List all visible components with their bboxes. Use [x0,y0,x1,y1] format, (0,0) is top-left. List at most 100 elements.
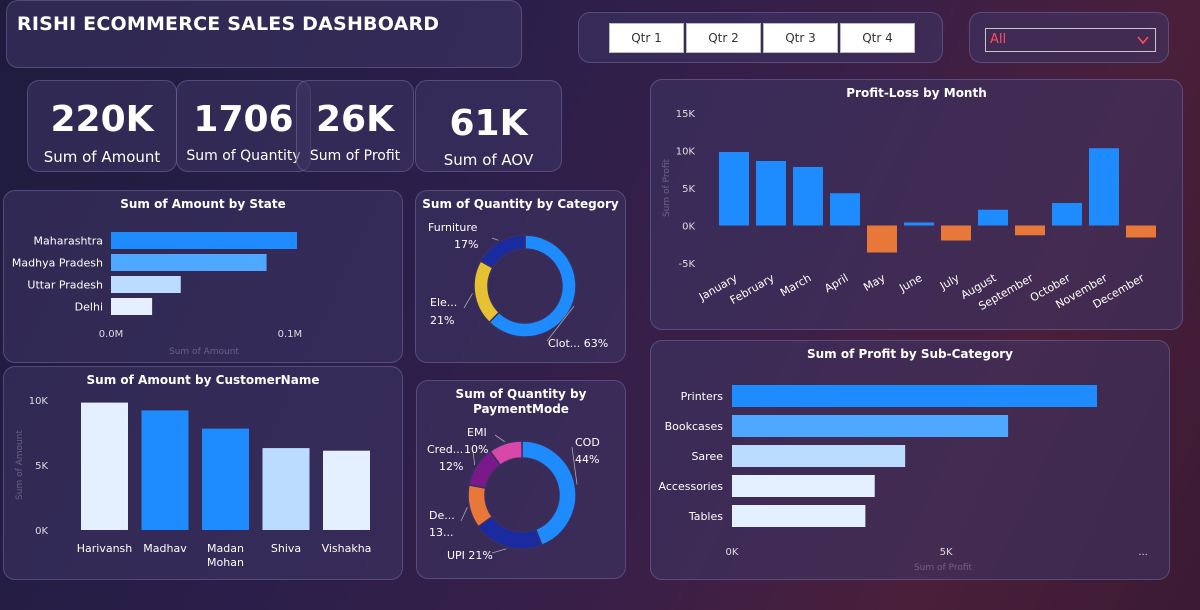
label-saree: Saree [691,450,723,463]
label-furniture: Furniture [428,221,478,234]
slice-cod [521,440,577,547]
kpi-amount-label: Sum of Amount [43,148,161,166]
kpi-amount-card: 220K Sum of Amount [27,80,177,172]
leader-upi [491,548,507,554]
tick-0: 0.0M [99,329,124,340]
filter-dropdown[interactable]: All [985,28,1156,52]
pct-furniture: 17% [454,238,478,251]
qtr-4-button[interactable]: Qtr 4 [840,23,915,53]
label-july: July [937,271,962,293]
bar-madhav [141,410,189,530]
kpi-aov-label: Sum of AOV [443,151,534,169]
label-cod: COD [575,436,600,449]
leader-emi [494,434,505,443]
bar-bookcases [732,415,1009,437]
payment-chart-title: Sum of Quantity by PaymentMode [455,387,587,416]
tick-3: 10K [676,147,696,158]
x-axis-title: Sum of Profit [914,563,973,573]
bar-december [1126,225,1156,238]
leader-furniture [491,237,499,241]
qtr-1-button[interactable]: Qtr 1 [609,23,684,53]
bar-shiva [262,448,310,530]
subcat-chart-title: Sum of Profit by Sub-Category [807,347,1013,361]
state-chart-title: Sum of Amount by State [120,197,286,211]
state-chart-panel: Sum of Amount by State Maharashtra Madhya… [3,190,403,363]
kpi-profit-label: Sum of Profit [309,148,401,164]
tick-1: 0K [682,222,695,233]
label-accessories: Accessories [659,480,724,493]
dropdown-value: All [990,32,1007,47]
customer-chart-panel: Sum of Amount by CustomerName 0K 5K 10K Sum… [3,366,403,580]
bar-harivansh [81,402,128,530]
bar-january [719,152,749,226]
bar-vishakha [323,450,370,530]
kpi-amount-value: 220K [50,99,154,140]
subcat-chart: Printers Bookcases Saree Accessories Tables 0… [659,385,1148,573]
bar-madhya-pradesh [111,254,267,271]
bar-august [978,209,1008,226]
tick-1: 5K [35,461,48,472]
bar-september [1015,225,1045,236]
pct-cod: 44% [575,453,599,466]
label-electronics: Ele... [430,296,457,309]
kpi-profit-card: 26K Sum of Profit [296,80,414,172]
payment-chart: COD 44% UPI 21% De... 13... Cred... 12% EMI 10% [427,426,600,562]
tick-0: 0K [35,526,48,537]
bar-madan-mohan [202,428,249,530]
kpi-aov-value: 61K [449,103,528,144]
state-chart: Maharashtra Madhya Pradesh Uttar Pradesh De… [12,232,302,357]
tick-2: ... [1138,547,1148,558]
bar-tables [732,505,866,527]
bar-printers [732,385,1097,407]
leader-credit [472,450,476,466]
label-credit: Cred... [427,443,463,456]
label-uttar-pradesh: Uttar Pradesh [27,279,103,292]
qtr-2-button[interactable]: Qtr 2 [686,23,761,53]
subcat-chart-panel: Sum of Profit by Sub-Category Printers Bo… [650,340,1170,580]
bar-november [1089,148,1119,226]
label-tables: Tables [688,510,723,523]
category-chart-panel: Sum of Quantity by Category Clot... 63% E… [415,190,626,363]
slice-electronics [473,259,501,324]
pct-electronics: 21% [430,314,454,327]
month-chart-title: Profit-Loss by Month [846,86,987,100]
label-debit: De... [429,509,455,522]
label-march: March [778,271,814,299]
label-vishakha: Vishakha [322,542,372,555]
tick-2: 10K [29,396,49,407]
kpi-quantity-card: 1706 Sum of Quantity [176,80,311,172]
label-madan-mohan: Madan Mohan [207,542,244,569]
label-maharashtra: Maharashtra [34,235,104,248]
label-madhya-pradesh: Madhya Pradesh [12,257,103,270]
slice-clothing [488,234,577,338]
tick-2: 5K [682,184,695,195]
qtr-3-button[interactable]: Qtr 3 [763,23,838,53]
slice-emi [489,440,523,467]
tick-0: 0K [726,547,739,558]
label-delhi: Delhi [75,301,103,314]
label-may: May [861,271,888,294]
category-chart-title: Sum of Quantity by Category [422,197,619,211]
dashboard-title: RISHI ECOMMERCE SALES DASHBOARD [17,13,440,35]
kpi-quantity-label: Sum of Quantity [186,148,301,164]
bar-saree [732,445,906,467]
pct-emi: 10% [464,443,488,456]
chevron-down-icon [1137,36,1149,45]
bar-delhi [111,298,153,315]
label-upi: UPI 21% [447,549,493,562]
y-axis-title: Sum of Profit [662,159,672,218]
kpi-aov-card: 61K Sum of AOV [415,80,562,172]
quarter-slicer: Qtr 1 Qtr 2 Qtr 3 Qtr 4 [578,12,943,63]
customer-chart: 0K 5K 10K Sum of Amount Harivansh Madhav Madan… [15,396,372,569]
kpi-profit-value: 26K [316,99,394,140]
bar-may [867,225,897,253]
label-harivansh: Harivansh [77,542,133,555]
leader-cod [571,446,578,485]
label-madhav: Madhav [143,542,187,555]
leader-debit [460,507,468,522]
tick-0: -5K [678,259,695,270]
label-bookcases: Bookcases [665,420,724,433]
bar-accessories [732,475,875,497]
category-chart: Clot... 63% Ele... 21% Furniture 17% [428,221,608,350]
